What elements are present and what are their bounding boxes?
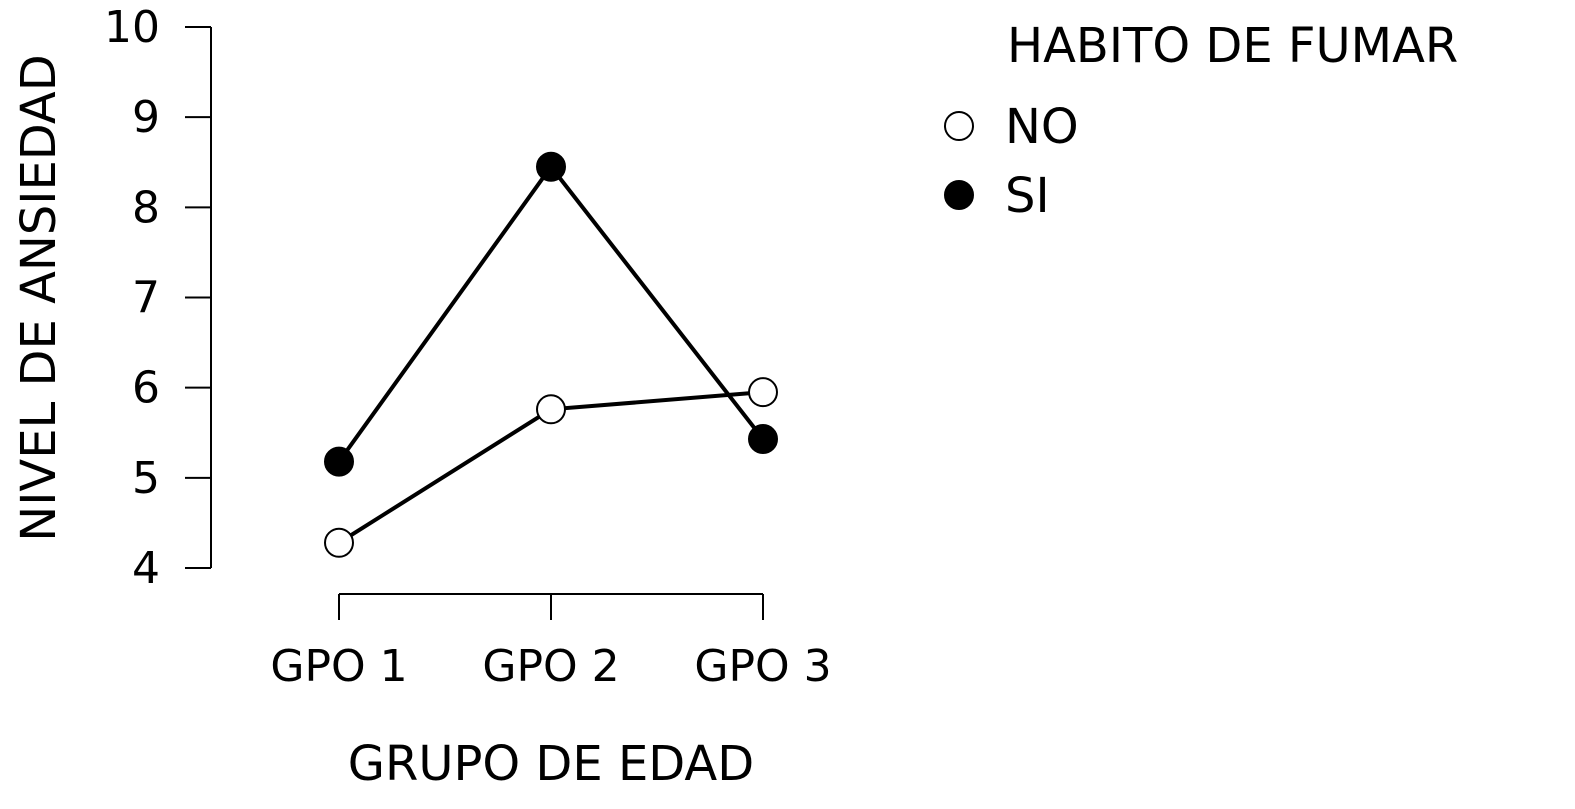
y-tick-label: 7 — [132, 273, 160, 324]
series-layer — [324, 151, 778, 558]
data-point-si — [324, 446, 354, 477]
x-axis: GPO 1 GPO 2 GPO 3 — [270, 593, 832, 692]
y-axis-title: NIVEL DE ANSIEDAD — [11, 54, 67, 541]
legend: HABITO DE FUMAR NO SI — [944, 18, 1458, 224]
data-point-no — [748, 377, 778, 408]
y-tick-label: 4 — [132, 543, 160, 594]
legend-label-no: NO — [1005, 99, 1079, 155]
legend-label-si: SI — [1005, 168, 1050, 224]
legend-marker-si — [944, 180, 974, 210]
legend-title: HABITO DE FUMAR — [1007, 18, 1458, 74]
data-point-si — [536, 151, 566, 182]
legend-items: NO SI — [944, 99, 1079, 224]
x-tick-label: GPO 3 — [694, 641, 831, 692]
y-tick-label: 10 — [104, 2, 160, 53]
data-point-si — [748, 424, 778, 455]
y-tick-label: 6 — [132, 363, 160, 414]
y-tick-label: 8 — [132, 182, 160, 233]
x-tick-label: GPO 1 — [270, 641, 407, 692]
data-point-no — [536, 394, 566, 425]
y-tick-label: 9 — [132, 92, 160, 143]
legend-marker-no — [944, 111, 974, 141]
data-point-no — [324, 527, 354, 558]
y-tick-label: 5 — [132, 453, 160, 504]
y-axis: 4 5 6 7 8 9 10 — [104, 2, 212, 594]
x-axis-title: GRUPO DE EDAD — [348, 736, 754, 792]
x-tick-label: GPO 2 — [482, 641, 619, 692]
